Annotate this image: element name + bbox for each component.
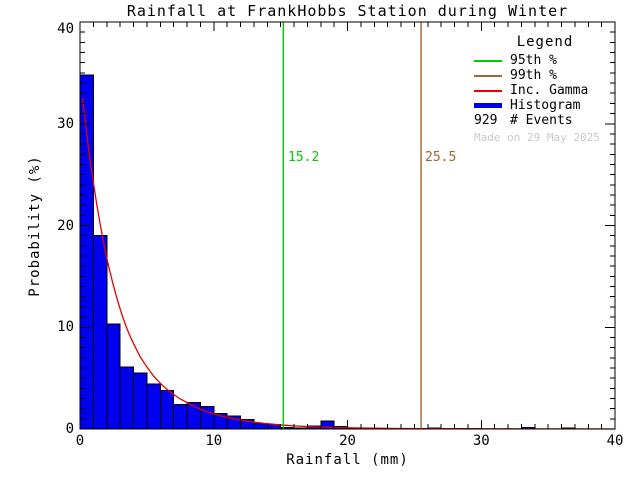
p95-value-label: 15.2	[288, 150, 320, 165]
y-axis-title: Probability (%)	[27, 155, 43, 297]
x-tick-label: 30	[472, 433, 490, 449]
p99-value-label: 25.5	[425, 150, 457, 165]
legend-title: Legend	[516, 34, 574, 50]
events-label: # Events	[510, 113, 573, 128]
histogram-bar	[106, 323, 121, 430]
legend-row-histogram: Histogram	[474, 98, 616, 113]
legend: Legend 95th % 99th % Inc. Gamma Histogra…	[474, 34, 616, 144]
p99-line-swatch-icon	[474, 74, 502, 77]
histogram-bar	[133, 372, 148, 430]
gamma-fit-curve	[82, 98, 616, 430]
legend-row-events: 929 # Events	[474, 113, 616, 128]
histogram-bar	[159, 389, 175, 430]
y-tick-label: 30	[57, 115, 74, 132]
made-on-stamp: Made on 29 May 2025	[474, 131, 600, 144]
histogram-bar	[146, 383, 161, 430]
legend-label-99th: 99th %	[510, 68, 557, 83]
y-tick-label: 20	[57, 217, 74, 234]
y-tick-label: 0	[65, 421, 74, 437]
histogram-bar	[253, 422, 268, 430]
legend-row-95th: 95th %	[474, 53, 616, 68]
histogram-bar	[92, 235, 108, 430]
histogram-swatch-icon	[474, 103, 502, 108]
histogram-bar	[173, 404, 188, 430]
y-tick-label: 10	[57, 319, 74, 336]
legend-label-95th: 95th %	[510, 53, 557, 68]
x-tick-label: 40	[606, 433, 624, 449]
p95-line-swatch-icon	[474, 59, 502, 62]
legend-label-histogram: Histogram	[510, 98, 581, 113]
y-tick-label: 40	[57, 21, 74, 37]
x-tick-label: 0	[75, 433, 85, 449]
legend-row-99th: 99th %	[474, 68, 616, 83]
x-axis-title: Rainfall (mm)	[286, 452, 409, 468]
x-tick-label: 10	[205, 433, 223, 449]
gamma-line-swatch-icon	[474, 89, 502, 92]
histogram-bar	[119, 366, 134, 430]
legend-row-gamma: Inc. Gamma	[474, 83, 616, 98]
legend-label-gamma: Inc. Gamma	[510, 83, 589, 98]
events-count: 929	[474, 113, 498, 128]
chart-title: Rainfall at FrankHobbs Station during Wi…	[126, 2, 569, 20]
x-tick-label: 20	[339, 433, 356, 449]
